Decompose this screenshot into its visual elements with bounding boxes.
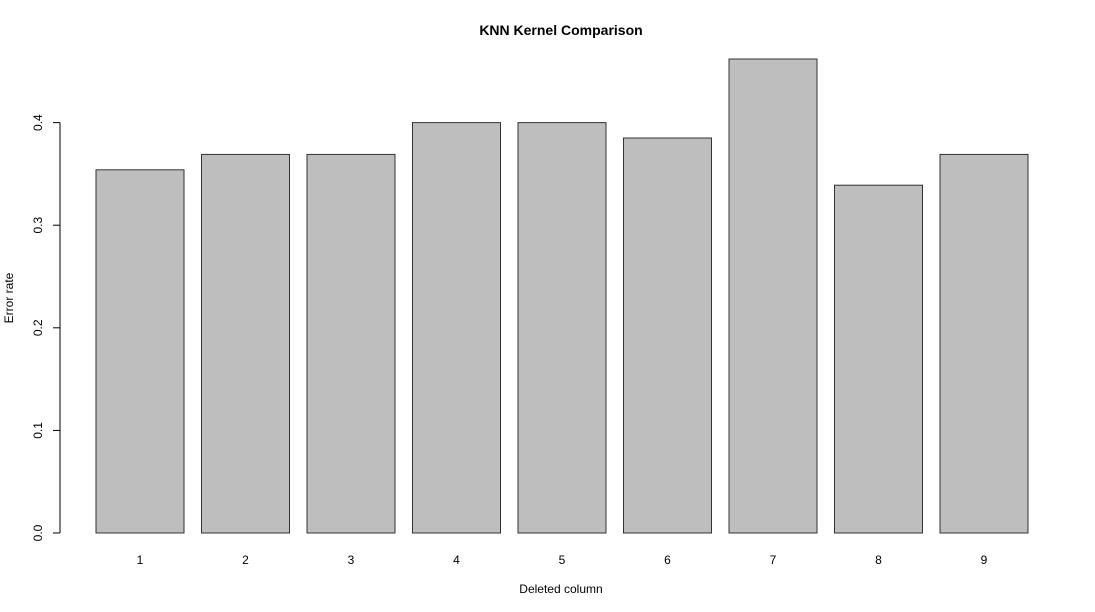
x-tick-label: 2 (242, 553, 249, 567)
bars-layer (95, 58, 1029, 534)
x-tick-labels: 1 2 3 4 5 6 7 8 9 (137, 553, 988, 567)
bar-7 (728, 58, 818, 534)
y-axis-label: Error rate (2, 272, 16, 323)
chart-title: KNN Kernel Comparison (479, 22, 642, 38)
x-tick-label: 3 (348, 553, 355, 567)
x-tick-label: 7 (770, 553, 777, 567)
y-tick-label: 0.2 (31, 319, 45, 336)
bar-6 (623, 137, 712, 534)
bar-8 (834, 184, 923, 534)
y-tick-label: 0.3 (31, 217, 45, 234)
bar-3 (306, 153, 396, 534)
y-tick-label: 0.1 (31, 422, 45, 439)
x-tick-label: 9 (981, 553, 988, 567)
x-tick-label: 4 (453, 553, 460, 567)
y-tick-label: 0.4 (31, 114, 45, 131)
y-axis: 0.0 0.1 0.2 0.3 0.4 (31, 114, 61, 541)
bar-5 (517, 122, 607, 534)
x-tick-label: 5 (559, 553, 566, 567)
bar-2 (201, 153, 290, 534)
x-tick-label: 1 (137, 553, 144, 567)
y-tick-label: 0.0 (31, 524, 45, 541)
x-tick-label: 8 (875, 553, 882, 567)
x-tick-label: 6 (664, 553, 671, 567)
x-axis-label: Deleted column (519, 582, 602, 596)
bar-1 (95, 169, 185, 534)
bar-9 (939, 153, 1029, 534)
bar-4 (412, 122, 501, 534)
